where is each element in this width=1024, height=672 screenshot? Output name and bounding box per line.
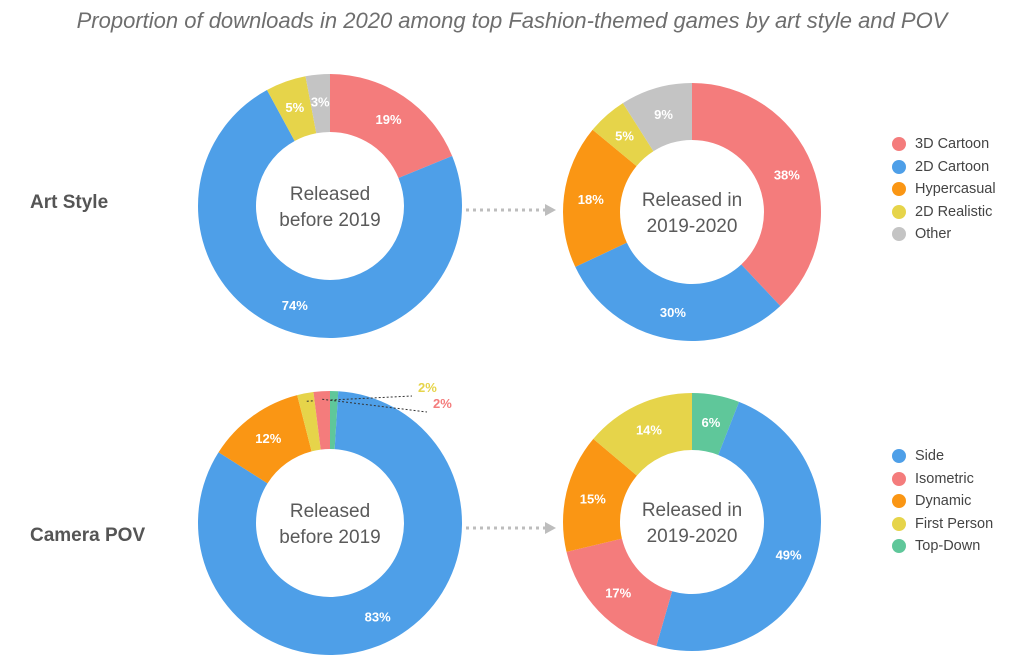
legend-item-first-person: First Person	[892, 513, 993, 536]
slice-label: 5%	[615, 128, 634, 143]
legend-swatch-icon	[892, 539, 906, 554]
slice-label: 6%	[702, 415, 721, 430]
legend-item-2d-realistic: 2D Realistic	[892, 201, 996, 224]
legend-art-style: 3D Cartoon 2D Cartoon Hypercasual 2D Realis…	[892, 133, 996, 246]
donut-art-after: 38% 30% 18% 5% 9% Released in 2019-2020	[562, 83, 821, 341]
arrow-art-style	[466, 204, 556, 216]
center-label: 2019-2020	[647, 216, 738, 237]
center-label: 2019-2020	[647, 526, 738, 547]
slice-dynamic	[563, 438, 637, 552]
slice-label: 14%	[636, 423, 662, 438]
legend-swatch-icon	[892, 494, 906, 509]
slice-top-down	[330, 391, 339, 450]
slice-label: 30%	[660, 305, 686, 320]
slice-label: 74%	[282, 298, 308, 313]
legend-label: Side	[915, 448, 945, 465]
slice-label: 3%	[311, 94, 330, 109]
slice-label: 19%	[375, 112, 401, 127]
center-label: Released in	[642, 500, 742, 521]
row-label-art-style: Art Style	[30, 192, 109, 213]
slice-isometric	[566, 538, 673, 646]
slice-side	[198, 391, 463, 655]
chart-title: Proportion of downloads in 2020 among to…	[76, 8, 948, 33]
slice-2d-realistic	[266, 76, 317, 141]
slice-label: 38%	[774, 167, 800, 182]
slice-label: 2%	[418, 380, 437, 395]
legend-label: Isometric	[915, 470, 974, 487]
slice-label: 17%	[605, 585, 631, 600]
center-label: Released	[290, 184, 370, 205]
arrow-head-icon	[545, 522, 556, 534]
legend-item-top-down: Top-Down	[892, 535, 993, 558]
donut-pov-after: 6% 49% 17% 15% 14% Released in 2019-2020	[563, 393, 821, 651]
legend-item-other: Other	[892, 223, 996, 246]
legend-item-isometric: Isometric	[892, 468, 993, 491]
legend-label: First Person	[915, 515, 994, 532]
legend-item-3d-cartoon: 3D Cartoon	[892, 133, 996, 156]
slice-3d-cartoon	[330, 74, 453, 178]
arrow-head-icon	[545, 204, 556, 216]
slice-2d-cartoon	[575, 242, 781, 341]
legend-swatch-icon	[892, 137, 906, 152]
donut-art-before: 19% 74% 5% 3% Released before 2019	[198, 74, 463, 338]
legend-label: Dynamic	[915, 493, 972, 510]
legend-item-hypercasual: Hypercasual	[892, 178, 996, 201]
slice-label: 83%	[365, 610, 391, 625]
legend-label: 3D Cartoon	[915, 136, 990, 153]
slice-label: 49%	[776, 548, 802, 563]
slice-first-person	[593, 393, 692, 476]
center-label: before 2019	[279, 210, 380, 231]
arrow-camera-pov	[466, 522, 556, 534]
slice-label: 5%	[285, 100, 304, 115]
slice-hypercasual	[562, 129, 637, 267]
legend-swatch-icon	[892, 471, 906, 486]
legend-label: Hypercasual	[915, 181, 996, 198]
legend-item-2d-cartoon: 2D Cartoon	[892, 156, 996, 179]
center-label: Released in	[642, 190, 742, 211]
row-label-camera-pov: Camera POV	[30, 525, 146, 546]
slice-other	[622, 83, 692, 152]
center-label: before 2019	[279, 527, 380, 548]
slice-other	[305, 74, 330, 134]
legend-label: Top-Down	[915, 538, 981, 555]
legend-item-dynamic: Dynamic	[892, 490, 993, 513]
legend-label: Other	[915, 226, 952, 243]
slice-isometric	[313, 391, 330, 450]
slice-2d-realistic	[592, 103, 654, 167]
legend-swatch-icon	[892, 227, 906, 242]
slice-label: 15%	[580, 491, 606, 506]
legend-swatch-icon	[892, 159, 906, 174]
slice-3d-cartoon	[692, 83, 821, 307]
legend-swatch-icon	[892, 516, 906, 531]
legend-label: 2D Cartoon	[915, 158, 990, 175]
slice-label: 9%	[654, 107, 673, 122]
center-label: Released	[290, 501, 370, 522]
slice-label: 12%	[255, 431, 281, 446]
slice-first-person	[297, 392, 321, 452]
legend-swatch-icon	[892, 182, 906, 197]
slice-dynamic	[218, 395, 312, 484]
donut-pov-before: 83% 12% 2%2% Released before 2019	[198, 380, 463, 655]
legend-swatch-icon	[892, 204, 906, 219]
slice-top-down	[692, 393, 740, 455]
legend-item-side: Side	[892, 445, 993, 468]
callout-line	[322, 398, 428, 413]
slice-label: 18%	[578, 192, 604, 207]
slice-side	[656, 401, 821, 651]
legend-label: 2D Realistic	[915, 203, 993, 220]
slice-2d-cartoon	[198, 90, 463, 338]
slice-label: 2%	[433, 396, 452, 411]
legend-swatch-icon	[892, 449, 906, 464]
legend-camera-pov: Side Isometric Dynamic First Person Top-Down	[892, 445, 993, 558]
